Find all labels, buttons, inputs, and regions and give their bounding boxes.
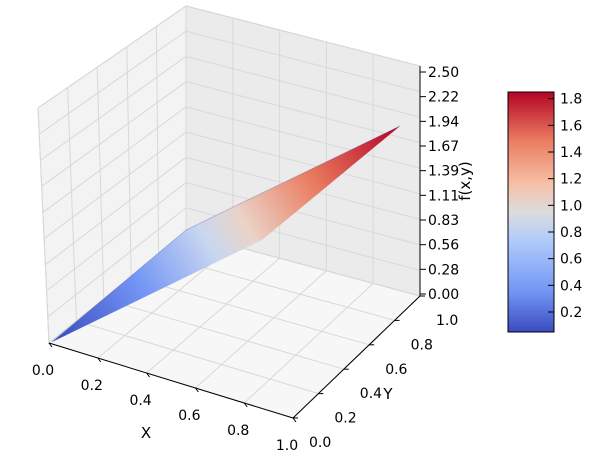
y-ticks: 0.00.20.40.60.81.0 bbox=[293, 295, 458, 451]
z-tick-label: 2.50 bbox=[428, 65, 459, 81]
gridline bbox=[185, 106, 421, 169]
x-tick-label: 0.0 bbox=[32, 363, 54, 379]
x-tick-label: 0.2 bbox=[81, 378, 103, 394]
y-tick-label: 0.6 bbox=[385, 362, 407, 378]
gridline bbox=[76, 320, 319, 395]
z-tick-label: 0.56 bbox=[428, 238, 459, 254]
x-tick-mark bbox=[292, 417, 297, 423]
colorbar-tick-label: 1.8 bbox=[560, 92, 582, 108]
gridline bbox=[126, 46, 132, 278]
gridline bbox=[43, 131, 187, 239]
gridline bbox=[185, 182, 421, 246]
gridline bbox=[46, 182, 187, 292]
gridline bbox=[185, 81, 421, 144]
colorbar-tick-label: 0.8 bbox=[560, 225, 582, 241]
colorbar-ticks: 0.2 0.4 0.6 0.8 1.0 1.2 1.4 1.6 1.8 bbox=[548, 92, 582, 321]
colorbar-tick-label: 0.2 bbox=[560, 305, 582, 321]
y-axis-label: Y bbox=[382, 385, 393, 403]
gridline bbox=[67, 87, 77, 322]
gridline bbox=[37, 5, 187, 109]
gridline bbox=[185, 30, 421, 93]
gridline bbox=[185, 131, 421, 195]
x-tick-label: 0.4 bbox=[129, 393, 151, 409]
z-tick-label: 1.11 bbox=[428, 188, 459, 204]
x-tick-label: 0.6 bbox=[178, 408, 200, 424]
x-axis-label: X bbox=[141, 424, 151, 442]
gridline bbox=[45, 156, 187, 266]
gridline bbox=[41, 81, 187, 187]
x-tick-mark bbox=[243, 402, 248, 408]
colorbar-tick-label: 0.6 bbox=[560, 252, 582, 268]
colorbar-tick-label: 1.0 bbox=[560, 198, 582, 214]
x-axis-line bbox=[48, 342, 294, 419]
gridline bbox=[38, 30, 187, 135]
colorbar-tick-label: 0.4 bbox=[560, 278, 582, 294]
z-ticks: 0.00 0.28 0.56 0.83 1.11 1.39 1.67 1.94 2.22 2.50 bbox=[420, 65, 459, 303]
gridline bbox=[47, 207, 187, 318]
colorbar-tick-label: 1.2 bbox=[560, 172, 582, 188]
y-tick-label: 0.0 bbox=[309, 435, 331, 451]
gridline bbox=[96, 67, 105, 300]
z-tick-label: 1.94 bbox=[428, 114, 459, 130]
gridline bbox=[185, 55, 421, 118]
z-tick-label: 2.22 bbox=[428, 90, 459, 106]
z-tick-label: 0.00 bbox=[428, 287, 459, 303]
gridline bbox=[155, 26, 160, 256]
colorbar-tick-label: 1.6 bbox=[560, 118, 582, 134]
gridline bbox=[40, 56, 187, 161]
x-tick-label: 0.8 bbox=[227, 423, 249, 439]
gridline bbox=[185, 5, 421, 67]
y-tick-label: 1.0 bbox=[436, 313, 458, 329]
x-ticks: 0.0 0.2 0.4 0.6 0.8 1.0 bbox=[32, 342, 298, 454]
z-tick-label: 1.39 bbox=[428, 164, 459, 180]
x-tick-mark bbox=[97, 357, 102, 363]
y-tick-label: 0.8 bbox=[411, 337, 433, 353]
surface-mesh bbox=[52, 126, 400, 342]
y-tick-label: 0.4 bbox=[360, 386, 382, 402]
x-tick-mark bbox=[146, 372, 151, 378]
colorbar-tick-label: 1.4 bbox=[560, 145, 582, 161]
gridline bbox=[195, 270, 327, 389]
y-tick-label: 0.2 bbox=[334, 411, 356, 427]
z-axis-label: f(x,y) bbox=[456, 161, 474, 201]
gridline bbox=[37, 107, 50, 344]
y-axis-line bbox=[292, 295, 421, 419]
z-tick-label: 0.83 bbox=[428, 213, 459, 229]
surface-back-edge bbox=[51, 125, 401, 343]
gridline bbox=[146, 257, 280, 374]
gridline bbox=[42, 106, 187, 213]
z-tick-label: 1.67 bbox=[428, 139, 459, 155]
x-tick-mark bbox=[48, 342, 53, 348]
gridline bbox=[103, 298, 344, 370]
colorbar bbox=[507, 91, 555, 333]
z-tick-label: 0.28 bbox=[428, 262, 459, 278]
gridline bbox=[243, 283, 374, 404]
x-tick-label: 1.0 bbox=[276, 438, 298, 454]
x-tick-mark bbox=[194, 387, 199, 393]
gridline bbox=[131, 276, 370, 346]
